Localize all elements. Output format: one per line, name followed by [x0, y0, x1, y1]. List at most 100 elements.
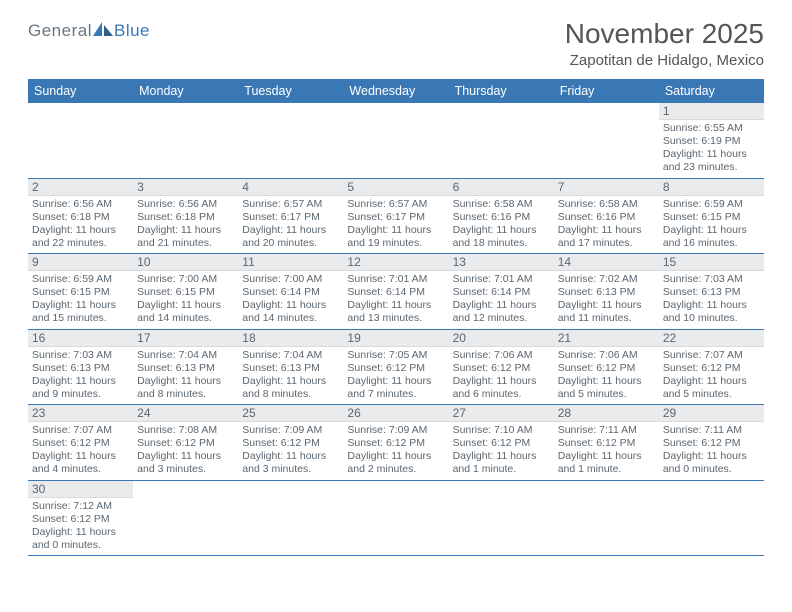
day-cell: 10Sunrise: 7:00 AMSunset: 6:15 PMDayligh… [133, 254, 238, 330]
day-cell: 2Sunrise: 6:56 AMSunset: 6:18 PMDaylight… [28, 178, 133, 254]
day-cell: 29Sunrise: 7:11 AMSunset: 6:12 PMDayligh… [659, 405, 764, 481]
calendar-page: General Blue November 2025 Zapotitan de … [0, 0, 792, 574]
week-row: 9Sunrise: 6:59 AMSunset: 6:15 PMDaylight… [28, 254, 764, 330]
brand-part1: General [28, 21, 92, 41]
day-info: Sunrise: 6:55 AMSunset: 6:19 PMDaylight:… [659, 120, 764, 178]
day-cell: 18Sunrise: 7:04 AMSunset: 6:13 PMDayligh… [238, 329, 343, 405]
day-cell: 24Sunrise: 7:08 AMSunset: 6:12 PMDayligh… [133, 405, 238, 481]
day-cell: 12Sunrise: 7:01 AMSunset: 6:14 PMDayligh… [343, 254, 448, 330]
day-cell: 23Sunrise: 7:07 AMSunset: 6:12 PMDayligh… [28, 405, 133, 481]
day-cell: 1Sunrise: 6:55 AMSunset: 6:19 PMDaylight… [659, 103, 764, 178]
day-info: Sunrise: 7:03 AMSunset: 6:13 PMDaylight:… [659, 271, 764, 329]
empty-day-cell: . [449, 480, 554, 556]
empty-day-cell: . [449, 103, 554, 178]
day-info: Sunrise: 6:56 AMSunset: 6:18 PMDaylight:… [133, 196, 238, 254]
day-info: Sunrise: 7:09 AMSunset: 6:12 PMDaylight:… [343, 422, 448, 480]
day-number: 8 [659, 179, 764, 196]
day-number: 25 [238, 405, 343, 422]
day-info: Sunrise: 7:06 AMSunset: 6:12 PMDaylight:… [554, 347, 659, 405]
day-info: Sunrise: 7:03 AMSunset: 6:13 PMDaylight:… [28, 347, 133, 405]
day-cell: 3Sunrise: 6:56 AMSunset: 6:18 PMDaylight… [133, 178, 238, 254]
week-row: 2Sunrise: 6:56 AMSunset: 6:18 PMDaylight… [28, 178, 764, 254]
week-row: 30Sunrise: 7:12 AMSunset: 6:12 PMDayligh… [28, 480, 764, 556]
day-info: Sunrise: 6:59 AMSunset: 6:15 PMDaylight:… [28, 271, 133, 329]
day-cell: 27Sunrise: 7:10 AMSunset: 6:12 PMDayligh… [449, 405, 554, 481]
day-number: 19 [343, 330, 448, 347]
day-cell: 22Sunrise: 7:07 AMSunset: 6:12 PMDayligh… [659, 329, 764, 405]
month-title: November 2025 [565, 18, 764, 50]
day-info: Sunrise: 7:10 AMSunset: 6:12 PMDaylight:… [449, 422, 554, 480]
day-cell: 19Sunrise: 7:05 AMSunset: 6:12 PMDayligh… [343, 329, 448, 405]
day-info: Sunrise: 7:09 AMSunset: 6:12 PMDaylight:… [238, 422, 343, 480]
sail-icon [93, 22, 113, 36]
day-cell: 4Sunrise: 6:57 AMSunset: 6:17 PMDaylight… [238, 178, 343, 254]
week-row: 23Sunrise: 7:07 AMSunset: 6:12 PMDayligh… [28, 405, 764, 481]
day-number: 21 [554, 330, 659, 347]
day-info: Sunrise: 7:02 AMSunset: 6:13 PMDaylight:… [554, 271, 659, 329]
day-of-week-header: Wednesday [343, 79, 448, 103]
day-cell: 7Sunrise: 6:58 AMSunset: 6:16 PMDaylight… [554, 178, 659, 254]
day-number: 13 [449, 254, 554, 271]
day-number: 7 [554, 179, 659, 196]
day-number: 4 [238, 179, 343, 196]
day-info: Sunrise: 7:07 AMSunset: 6:12 PMDaylight:… [28, 422, 133, 480]
day-info: Sunrise: 6:58 AMSunset: 6:16 PMDaylight:… [554, 196, 659, 254]
day-of-week-header: Tuesday [238, 79, 343, 103]
day-of-week-row: SundayMondayTuesdayWednesdayThursdayFrid… [28, 79, 764, 103]
day-number: 17 [133, 330, 238, 347]
week-row: 16Sunrise: 7:03 AMSunset: 6:13 PMDayligh… [28, 329, 764, 405]
empty-day-cell: . [343, 480, 448, 556]
day-of-week-header: Thursday [449, 79, 554, 103]
day-number: 30 [28, 481, 133, 498]
day-cell: 5Sunrise: 6:57 AMSunset: 6:17 PMDaylight… [343, 178, 448, 254]
day-cell: 8Sunrise: 6:59 AMSunset: 6:15 PMDaylight… [659, 178, 764, 254]
day-info: Sunrise: 7:01 AMSunset: 6:14 PMDaylight:… [449, 271, 554, 329]
day-info: Sunrise: 6:57 AMSunset: 6:17 PMDaylight:… [238, 196, 343, 254]
day-cell: 17Sunrise: 7:04 AMSunset: 6:13 PMDayligh… [133, 329, 238, 405]
day-info: Sunrise: 7:04 AMSunset: 6:13 PMDaylight:… [133, 347, 238, 405]
week-row: . . . . . . 1Sunrise: 6:55 AMSunset: 6:1… [28, 103, 764, 178]
day-cell: 25Sunrise: 7:09 AMSunset: 6:12 PMDayligh… [238, 405, 343, 481]
day-of-week-header: Saturday [659, 79, 764, 103]
day-of-week-header: Friday [554, 79, 659, 103]
day-info: Sunrise: 7:00 AMSunset: 6:15 PMDaylight:… [133, 271, 238, 329]
day-number: 3 [133, 179, 238, 196]
day-info: Sunrise: 7:12 AMSunset: 6:12 PMDaylight:… [28, 498, 133, 556]
calendar-table: SundayMondayTuesdayWednesdayThursdayFrid… [28, 79, 764, 556]
day-cell: 20Sunrise: 7:06 AMSunset: 6:12 PMDayligh… [449, 329, 554, 405]
day-of-week-header: Monday [133, 79, 238, 103]
day-info: Sunrise: 6:58 AMSunset: 6:16 PMDaylight:… [449, 196, 554, 254]
day-number: 12 [343, 254, 448, 271]
location-subtitle: Zapotitan de Hidalgo, Mexico [565, 52, 764, 69]
day-info: Sunrise: 6:59 AMSunset: 6:15 PMDaylight:… [659, 196, 764, 254]
day-info: Sunrise: 7:01 AMSunset: 6:14 PMDaylight:… [343, 271, 448, 329]
day-cell: 9Sunrise: 6:59 AMSunset: 6:15 PMDaylight… [28, 254, 133, 330]
day-number: 23 [28, 405, 133, 422]
empty-day-cell: . [554, 480, 659, 556]
day-number: 27 [449, 405, 554, 422]
day-info: Sunrise: 7:08 AMSunset: 6:12 PMDaylight:… [133, 422, 238, 480]
day-info: Sunrise: 7:04 AMSunset: 6:13 PMDaylight:… [238, 347, 343, 405]
day-number: 28 [554, 405, 659, 422]
empty-day-cell: . [343, 103, 448, 178]
empty-day-cell: . [554, 103, 659, 178]
empty-day-cell: . [133, 103, 238, 178]
day-number: 15 [659, 254, 764, 271]
day-number: 29 [659, 405, 764, 422]
day-number: 16 [28, 330, 133, 347]
day-of-week-header: Sunday [28, 79, 133, 103]
day-cell: 14Sunrise: 7:02 AMSunset: 6:13 PMDayligh… [554, 254, 659, 330]
day-number: 2 [28, 179, 133, 196]
day-number: 14 [554, 254, 659, 271]
empty-day-cell: . [133, 480, 238, 556]
day-number: 9 [28, 254, 133, 271]
day-number: 26 [343, 405, 448, 422]
day-info: Sunrise: 7:11 AMSunset: 6:12 PMDaylight:… [554, 422, 659, 480]
day-cell: 16Sunrise: 7:03 AMSunset: 6:13 PMDayligh… [28, 329, 133, 405]
day-number: 20 [449, 330, 554, 347]
day-cell: 6Sunrise: 6:58 AMSunset: 6:16 PMDaylight… [449, 178, 554, 254]
brand-logo: General Blue [28, 21, 150, 41]
day-info: Sunrise: 7:11 AMSunset: 6:12 PMDaylight:… [659, 422, 764, 480]
day-cell: 15Sunrise: 7:03 AMSunset: 6:13 PMDayligh… [659, 254, 764, 330]
day-info: Sunrise: 7:05 AMSunset: 6:12 PMDaylight:… [343, 347, 448, 405]
